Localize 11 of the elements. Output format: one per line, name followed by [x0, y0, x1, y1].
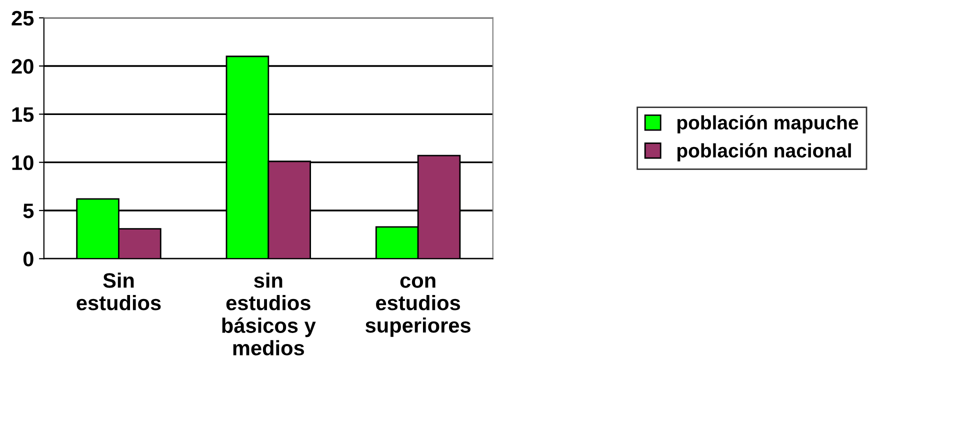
- y-tick-label: 25: [12, 10, 34, 26]
- x-tick-label: Sin estudios: [76, 272, 161, 310]
- legend-label: población nacional: [677, 143, 851, 162]
- x-tick-label: con estudios superiores: [366, 276, 470, 337]
- x-tick-label: sin estudios básicos y medios: [222, 272, 316, 356]
- y-tick-label: 0: [23, 252, 34, 266]
- legend-label: población mapuche: [677, 115, 858, 134]
- y-tick-label: 10: [12, 155, 34, 170]
- y-tick-label: 20: [12, 59, 34, 74]
- y-tick-label: 5: [23, 204, 34, 218]
- y-tick-label: 15: [12, 107, 34, 122]
